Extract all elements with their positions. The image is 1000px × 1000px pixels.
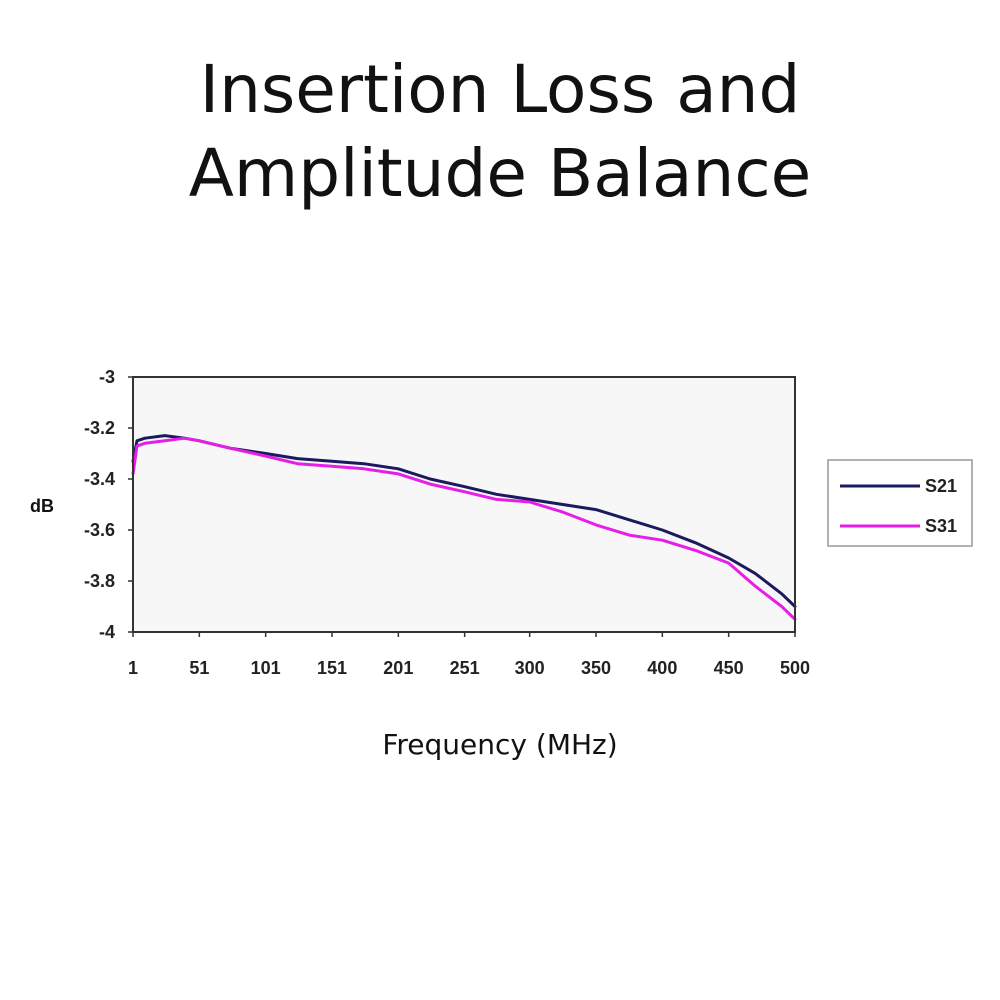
x-tick-label: 350: [581, 658, 611, 678]
series-line-s31: [131, 436, 797, 621]
y-tick-label: -3.6: [84, 520, 115, 540]
y-tick-label: -4: [99, 622, 115, 642]
chart-title-line-2: Amplitude Balance: [188, 135, 812, 212]
plot-background: [133, 377, 795, 632]
x-tick-label: 400: [647, 658, 677, 678]
series-layer: [131, 434, 797, 621]
y-tick-label: -3.2: [84, 418, 115, 438]
x-tick-label: 500: [780, 658, 810, 678]
x-tick-label: 450: [714, 658, 744, 678]
y-axis-ticks: -3 -3.2 -3.4 -3.6 -3.8 -4: [84, 367, 133, 642]
x-tick-label: 1: [128, 658, 138, 678]
x-tick-label: 151: [317, 658, 347, 678]
x-tick-label: 201: [383, 658, 413, 678]
x-tick-label: 101: [251, 658, 281, 678]
x-axis-label: Frequency (MHz): [382, 728, 618, 761]
y-tick-label: -3: [99, 367, 115, 387]
x-tick-label: 300: [515, 658, 545, 678]
chart-title: Insertion Loss and Amplitude Balance: [0, 48, 1000, 216]
legend-box: [827, 459, 973, 547]
legend: S21 S31: [827, 459, 973, 547]
y-tick-label: -3.4: [84, 469, 115, 489]
legend-label-s31: S31: [925, 516, 957, 536]
x-tick-label: 251: [450, 658, 480, 678]
chart-title-line-1: Insertion Loss and: [199, 51, 801, 128]
plot-area: [133, 377, 795, 632]
x-axis-ticks: 1 51 101 151 201 251 300 350 400 450 500: [128, 632, 810, 678]
y-tick-label: -3.8: [84, 571, 115, 591]
legend-label-s21: S21: [925, 476, 957, 496]
x-tick-label: 51: [189, 658, 209, 678]
y-axis-label: dB: [30, 496, 54, 516]
